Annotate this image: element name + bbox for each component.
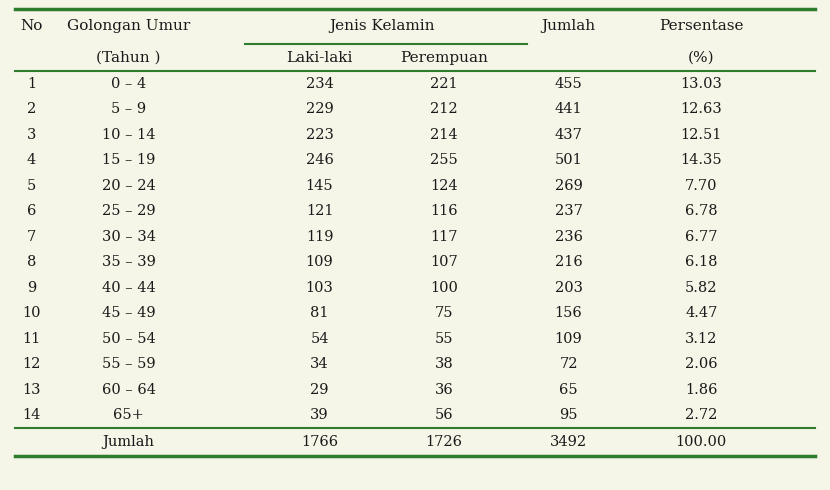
Text: 216: 216	[554, 255, 583, 269]
Text: 2.06: 2.06	[685, 357, 718, 371]
Text: 9: 9	[27, 281, 37, 294]
Text: 39: 39	[310, 408, 329, 422]
Text: Golongan Umur: Golongan Umur	[67, 20, 190, 33]
Text: 229: 229	[305, 102, 334, 116]
Text: 3492: 3492	[550, 435, 587, 449]
Text: Perempuan: Perempuan	[400, 50, 488, 65]
Text: Persentase: Persentase	[659, 20, 744, 33]
Text: 4: 4	[27, 153, 37, 167]
Text: 0 – 4: 0 – 4	[111, 77, 146, 91]
Text: 13.03: 13.03	[681, 77, 722, 91]
Text: 203: 203	[554, 281, 583, 294]
Text: 14.35: 14.35	[681, 153, 722, 167]
Text: 95: 95	[559, 408, 578, 422]
Text: 100.00: 100.00	[676, 435, 727, 449]
Text: 12.51: 12.51	[681, 128, 722, 142]
Text: 1766: 1766	[301, 435, 338, 449]
Text: 109: 109	[305, 255, 334, 269]
Text: 100: 100	[430, 281, 458, 294]
Text: No: No	[21, 20, 42, 33]
Text: 60 – 64: 60 – 64	[101, 383, 156, 396]
Text: 234: 234	[305, 77, 334, 91]
Text: 1726: 1726	[426, 435, 462, 449]
Text: 7.70: 7.70	[685, 179, 718, 193]
Text: 223: 223	[305, 128, 334, 142]
Text: 81: 81	[310, 306, 329, 320]
Text: 3.12: 3.12	[685, 332, 718, 345]
Text: 11: 11	[22, 332, 41, 345]
Text: 72: 72	[559, 357, 578, 371]
Text: 12.63: 12.63	[681, 102, 722, 116]
Text: 246: 246	[305, 153, 334, 167]
Text: Jumlah: Jumlah	[103, 435, 154, 449]
Text: 236: 236	[554, 230, 583, 244]
Text: 116: 116	[430, 204, 458, 218]
Text: 75: 75	[435, 306, 453, 320]
Text: 107: 107	[430, 255, 458, 269]
Text: 38: 38	[435, 357, 453, 371]
Text: 29: 29	[310, 383, 329, 396]
Text: 255: 255	[430, 153, 458, 167]
Text: 2.72: 2.72	[685, 408, 718, 422]
Text: 2: 2	[27, 102, 37, 116]
Text: 117: 117	[430, 230, 458, 244]
Text: 455: 455	[554, 77, 583, 91]
Text: 221: 221	[430, 77, 458, 91]
Text: 5 – 9: 5 – 9	[111, 102, 146, 116]
Text: 40 – 44: 40 – 44	[102, 281, 155, 294]
Text: 15 – 19: 15 – 19	[102, 153, 155, 167]
Text: 501: 501	[554, 153, 583, 167]
Text: 7: 7	[27, 230, 37, 244]
Text: 55: 55	[435, 332, 453, 345]
Text: 65: 65	[559, 383, 578, 396]
Text: 34: 34	[310, 357, 329, 371]
Text: 65+: 65+	[113, 408, 144, 422]
Text: 36: 36	[435, 383, 453, 396]
Text: 5: 5	[27, 179, 37, 193]
Text: 55 – 59: 55 – 59	[102, 357, 155, 371]
Text: 45 – 49: 45 – 49	[102, 306, 155, 320]
Text: 214: 214	[430, 128, 458, 142]
Text: 6: 6	[27, 204, 37, 218]
Text: 441: 441	[554, 102, 583, 116]
Text: 4.47: 4.47	[685, 306, 718, 320]
Text: 269: 269	[554, 179, 583, 193]
Text: 14: 14	[22, 408, 41, 422]
Text: 50 – 54: 50 – 54	[102, 332, 155, 345]
Text: Laki-laki: Laki-laki	[286, 50, 353, 65]
Text: 103: 103	[305, 281, 334, 294]
Text: 25 – 29: 25 – 29	[102, 204, 155, 218]
Text: 212: 212	[430, 102, 458, 116]
Text: 10: 10	[22, 306, 41, 320]
Text: 156: 156	[554, 306, 583, 320]
Text: 6.18: 6.18	[685, 255, 718, 269]
Text: 145: 145	[305, 179, 334, 193]
Text: 1: 1	[27, 77, 36, 91]
Text: 119: 119	[305, 230, 334, 244]
Text: 35 – 39: 35 – 39	[102, 255, 155, 269]
Text: Jenis Kelamin: Jenis Kelamin	[329, 20, 435, 33]
Text: 124: 124	[430, 179, 458, 193]
Text: 10 – 14: 10 – 14	[102, 128, 155, 142]
Text: 109: 109	[554, 332, 583, 345]
Text: 3: 3	[27, 128, 37, 142]
Text: 6.78: 6.78	[685, 204, 718, 218]
Text: 437: 437	[554, 128, 583, 142]
Text: 1.86: 1.86	[685, 383, 718, 396]
Text: 30 – 34: 30 – 34	[101, 230, 156, 244]
Text: 12: 12	[22, 357, 41, 371]
Text: 20 – 24: 20 – 24	[102, 179, 155, 193]
Text: 237: 237	[554, 204, 583, 218]
Text: 5.82: 5.82	[685, 281, 718, 294]
Text: 6.77: 6.77	[685, 230, 718, 244]
Text: 121: 121	[305, 204, 334, 218]
Text: (Tahun ): (Tahun )	[96, 50, 161, 65]
Text: (%): (%)	[688, 50, 715, 65]
Text: 8: 8	[27, 255, 37, 269]
Text: 56: 56	[435, 408, 453, 422]
Text: Jumlah: Jumlah	[541, 20, 596, 33]
Text: 54: 54	[310, 332, 329, 345]
Text: 13: 13	[22, 383, 41, 396]
